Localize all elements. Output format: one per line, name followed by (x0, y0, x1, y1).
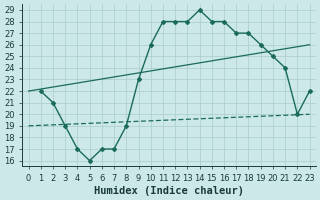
X-axis label: Humidex (Indice chaleur): Humidex (Indice chaleur) (94, 186, 244, 196)
